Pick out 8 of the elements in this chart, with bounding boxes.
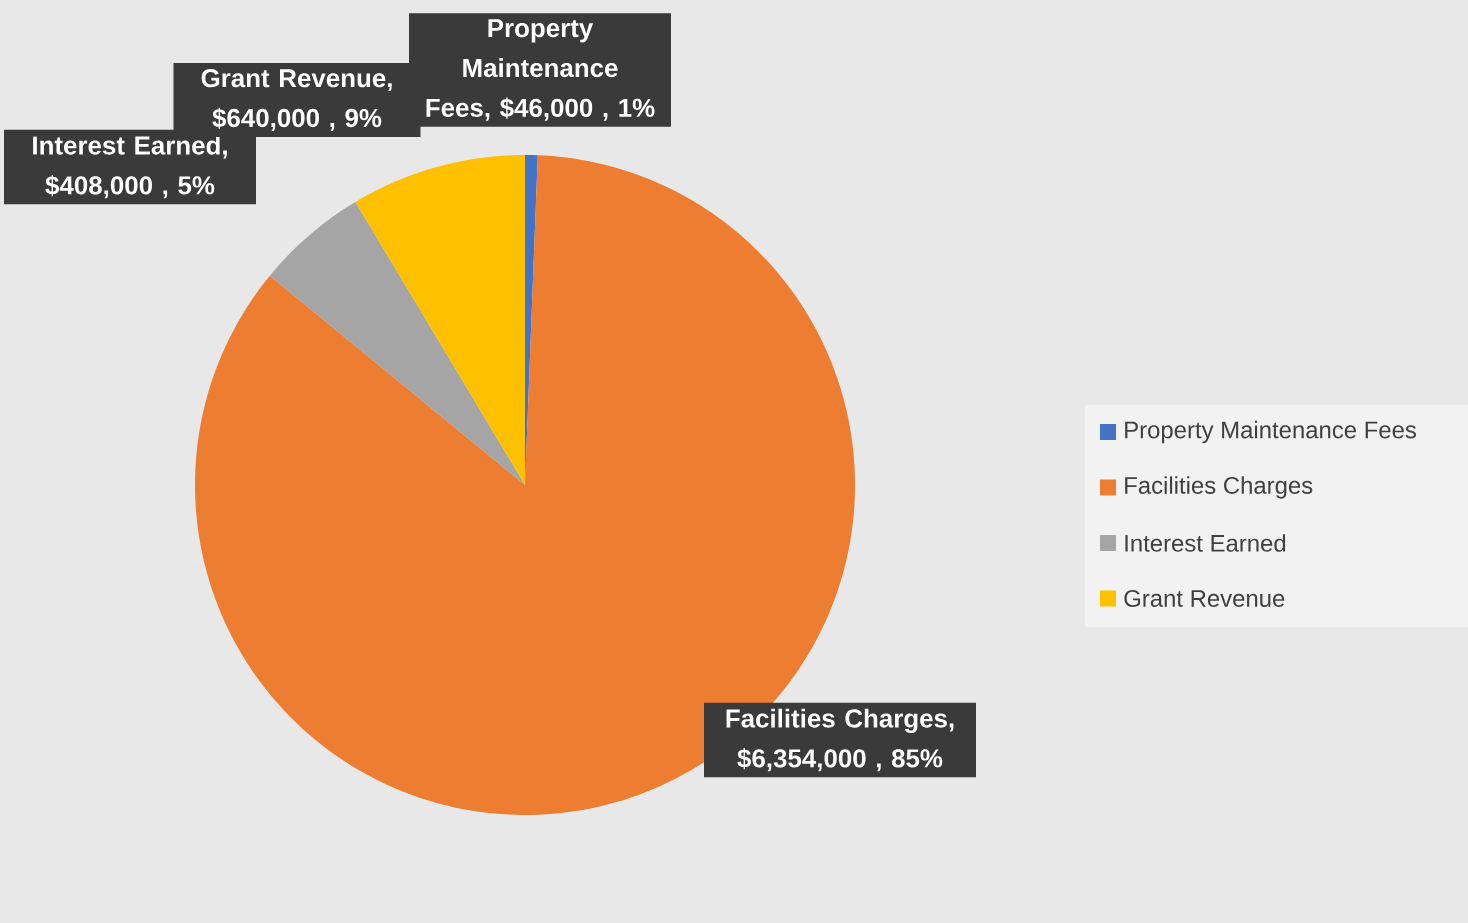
legend-label: Facilities Charges	[1125, 476, 1313, 499]
legend-label: Interest Earned	[1125, 534, 1286, 552]
data-label: Interest Earned, $408,000 , 5%	[33, 135, 227, 199]
data-label: Property Maintenance Fees, $46,000 , 1%	[426, 19, 655, 121]
data-label: Grant Revenue, $640,000 , 9%	[201, 69, 392, 131]
legend-label: Property Maintenance Fees	[1125, 420, 1417, 444]
data-label: Facilities Charges, $6,354,000 , 85%	[726, 708, 954, 772]
legend-label: Grant Revenue	[1124, 590, 1285, 607]
